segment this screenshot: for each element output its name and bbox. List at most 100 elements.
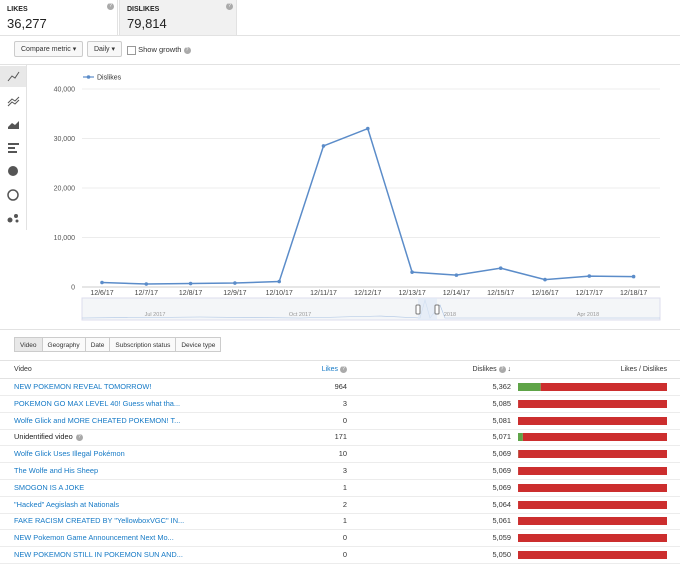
navigator-selection[interactable] <box>418 298 437 320</box>
table-row: NEW Pokemon Game Announcement Next Mo...… <box>0 530 680 547</box>
ratio-bar <box>518 501 667 509</box>
data-point <box>366 127 370 131</box>
pie-icon[interactable] <box>8 166 18 176</box>
navigator-label: 2018 <box>444 312 456 318</box>
table-row: Wolfe Glick and MORE CHEATED POKEMON! T.… <box>0 413 680 430</box>
data-point <box>455 273 459 277</box>
metric-value: 36,277 <box>7 16 117 31</box>
data-point <box>588 274 592 278</box>
ratio-bar <box>518 417 667 425</box>
dislikes-value: 5,085 <box>493 396 512 412</box>
x-tick-label: 12/7/17 <box>135 290 158 297</box>
legend-dot <box>87 75 91 79</box>
checkbox[interactable] <box>127 46 136 55</box>
interval-label: Daily <box>94 46 110 53</box>
ratio-bar <box>518 433 667 441</box>
growth-label: Show growth <box>138 45 181 54</box>
compare-label: Compare metric <box>21 46 71 53</box>
metric-card-selected[interactable]: DISLIKES 79,814 ? <box>119 0 237 35</box>
ratio-bar <box>518 534 667 542</box>
interval-button[interactable]: Daily ▾ <box>87 41 122 57</box>
likes-value: 0 <box>343 530 347 546</box>
data-point <box>189 282 193 286</box>
divider <box>0 35 680 36</box>
dislikes-value: 5,071 <box>493 429 512 445</box>
help-icon[interactable]: ? <box>184 47 191 54</box>
dislikes-segment <box>518 484 667 492</box>
x-tick-label: 12/9/17 <box>223 290 246 297</box>
video-title-text: The Wolfe and His Sheep <box>14 466 98 475</box>
map-icon[interactable] <box>8 190 18 200</box>
tab[interactable]: Date <box>85 337 111 352</box>
video-title[interactable]: "Hacked" Aegislash at Nationals <box>14 497 119 513</box>
header-dislikes-text: Dislikes <box>472 366 496 373</box>
data-point <box>100 281 104 285</box>
tab[interactable]: Geography <box>42 337 86 352</box>
tab[interactable]: Device type <box>175 337 221 352</box>
data-line <box>102 129 634 284</box>
tab[interactable]: Video <box>14 337 43 352</box>
table-row: FAKE RACISM CREATED BY "YellowboxVGC" IN… <box>0 513 680 530</box>
dislikes-segment <box>518 517 667 525</box>
header-likes[interactable]: Likes ? <box>322 361 347 379</box>
video-title[interactable]: Wolfe Glick and MORE CHEATED POKEMON! T.… <box>14 413 180 429</box>
x-tick-label: 12/13/17 <box>398 290 425 297</box>
likes-value: 964 <box>335 379 347 395</box>
tab[interactable]: Subscription status <box>109 337 176 352</box>
video-title[interactable]: NEW POKEMON STILL IN POKEMON SUN AND... <box>14 547 183 563</box>
y-tick-label: 10,000 <box>54 235 76 242</box>
data-point <box>543 278 547 282</box>
video-title[interactable]: FAKE RACISM CREATED BY "YellowboxVGC" IN… <box>14 513 184 529</box>
help-icon[interactable]: ? <box>76 434 83 441</box>
navigator-handle[interactable] <box>435 305 439 314</box>
bubble-icon[interactable] <box>8 214 19 223</box>
header-likes-text: Likes <box>322 366 338 373</box>
video-title[interactable]: Wolfe Glick Uses Illegal Pokémon <box>14 446 125 462</box>
video-title-text: Wolfe Glick and MORE CHEATED POKEMON! T.… <box>14 416 180 425</box>
table-row: POKEMON GO MAX LEVEL 40! Guess what tha.… <box>0 396 680 413</box>
bar-icon[interactable] <box>8 143 19 153</box>
ratio-bar <box>518 450 667 458</box>
metric-card[interactable]: LIKES 36,277 ? <box>0 0 118 35</box>
video-title[interactable]: NEW Pokemon Game Announcement Next Mo... <box>14 530 174 546</box>
likes-value: 1 <box>343 480 347 496</box>
ratio-bar <box>518 467 667 475</box>
y-tick-label: 40,000 <box>54 87 76 94</box>
likes-value: 1 <box>343 513 347 529</box>
area-icon[interactable] <box>8 121 19 129</box>
legend-label: Dislikes <box>97 75 122 82</box>
likes-value: 0 <box>343 413 347 429</box>
dislikes-segment <box>518 534 667 542</box>
video-title-text: POKEMON GO MAX LEVEL 40! Guess what tha.… <box>14 399 180 408</box>
header-dislikes[interactable]: Dislikes ? ↓ <box>472 361 511 379</box>
metric-label: LIKES <box>7 6 117 13</box>
navigator-label: Apr 2018 <box>577 312 599 318</box>
compare-button[interactable]: Compare metric ▾ <box>14 41 83 57</box>
help-icon[interactable]: ? <box>226 3 233 10</box>
video-title[interactable]: POKEMON GO MAX LEVEL 40! Guess what tha.… <box>14 396 180 412</box>
help-icon[interactable]: ? <box>499 366 506 373</box>
video-title[interactable]: The Wolfe and His Sheep <box>14 463 98 479</box>
table-row: NEW POKEMON STILL IN POKEMON SUN AND... 0… <box>0 547 680 564</box>
ratio-bar <box>518 484 667 492</box>
help-icon[interactable]: ? <box>107 3 114 10</box>
navigator-handle[interactable] <box>416 305 420 314</box>
x-tick-label: 12/17/17 <box>576 290 603 297</box>
likes-value: 0 <box>343 547 347 563</box>
navigator[interactable] <box>82 298 660 320</box>
dislikes-value: 5,059 <box>493 530 512 546</box>
data-point <box>277 280 281 284</box>
growth-toggle[interactable]: Show growth ? <box>127 45 191 55</box>
help-icon[interactable]: ? <box>340 366 347 373</box>
dislikes-segment <box>541 383 667 391</box>
video-title[interactable]: SMOGON IS A JOKE <box>14 480 84 496</box>
video-title[interactable]: NEW POKEMON REVEAL TOMORROW! <box>14 379 151 395</box>
dislikes-segment <box>518 467 667 475</box>
data-point <box>499 266 503 270</box>
likes-value: 10 <box>339 446 347 462</box>
